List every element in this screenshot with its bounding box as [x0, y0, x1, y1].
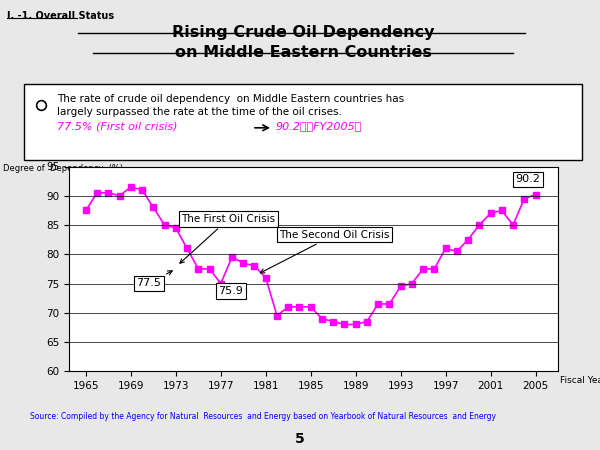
Text: Source: Compiled by the Agency for Natural  Resources  and Energy based on Yearb: Source: Compiled by the Agency for Natur…: [30, 412, 496, 421]
Text: 90.2％（FY2005）: 90.2％（FY2005）: [276, 122, 362, 131]
Text: 77.5: 77.5: [136, 271, 172, 288]
Text: on Middle Eastern Countries: on Middle Eastern Countries: [175, 45, 431, 60]
Text: Degree of  Dependency  (%): Degree of Dependency (%): [3, 164, 123, 173]
Text: largely surpassed the rate at the time of the oil crises.: largely surpassed the rate at the time o…: [57, 107, 342, 117]
Text: The rate of crude oil dependency  on Middle Eastern countries has: The rate of crude oil dependency on Midd…: [57, 94, 404, 104]
Text: I. -1. Overall Status: I. -1. Overall Status: [7, 11, 115, 21]
Text: 5: 5: [295, 432, 305, 446]
Text: 90.2: 90.2: [515, 174, 540, 184]
Bar: [24, 84, 582, 160]
Text: Rising Crude Oil Dependency: Rising Crude Oil Dependency: [172, 25, 434, 40]
Text: 75.9: 75.9: [218, 286, 244, 296]
Text: The First Oil Crisis: The First Oil Crisis: [180, 214, 275, 263]
Bar: [24, 16, 582, 81]
Text: 77.5% (First oil crisis): 77.5% (First oil crisis): [57, 122, 178, 131]
Text: Fiscal Year: Fiscal Year: [560, 376, 600, 385]
Text: The Second Oil Crisis: The Second Oil Crisis: [260, 230, 389, 273]
